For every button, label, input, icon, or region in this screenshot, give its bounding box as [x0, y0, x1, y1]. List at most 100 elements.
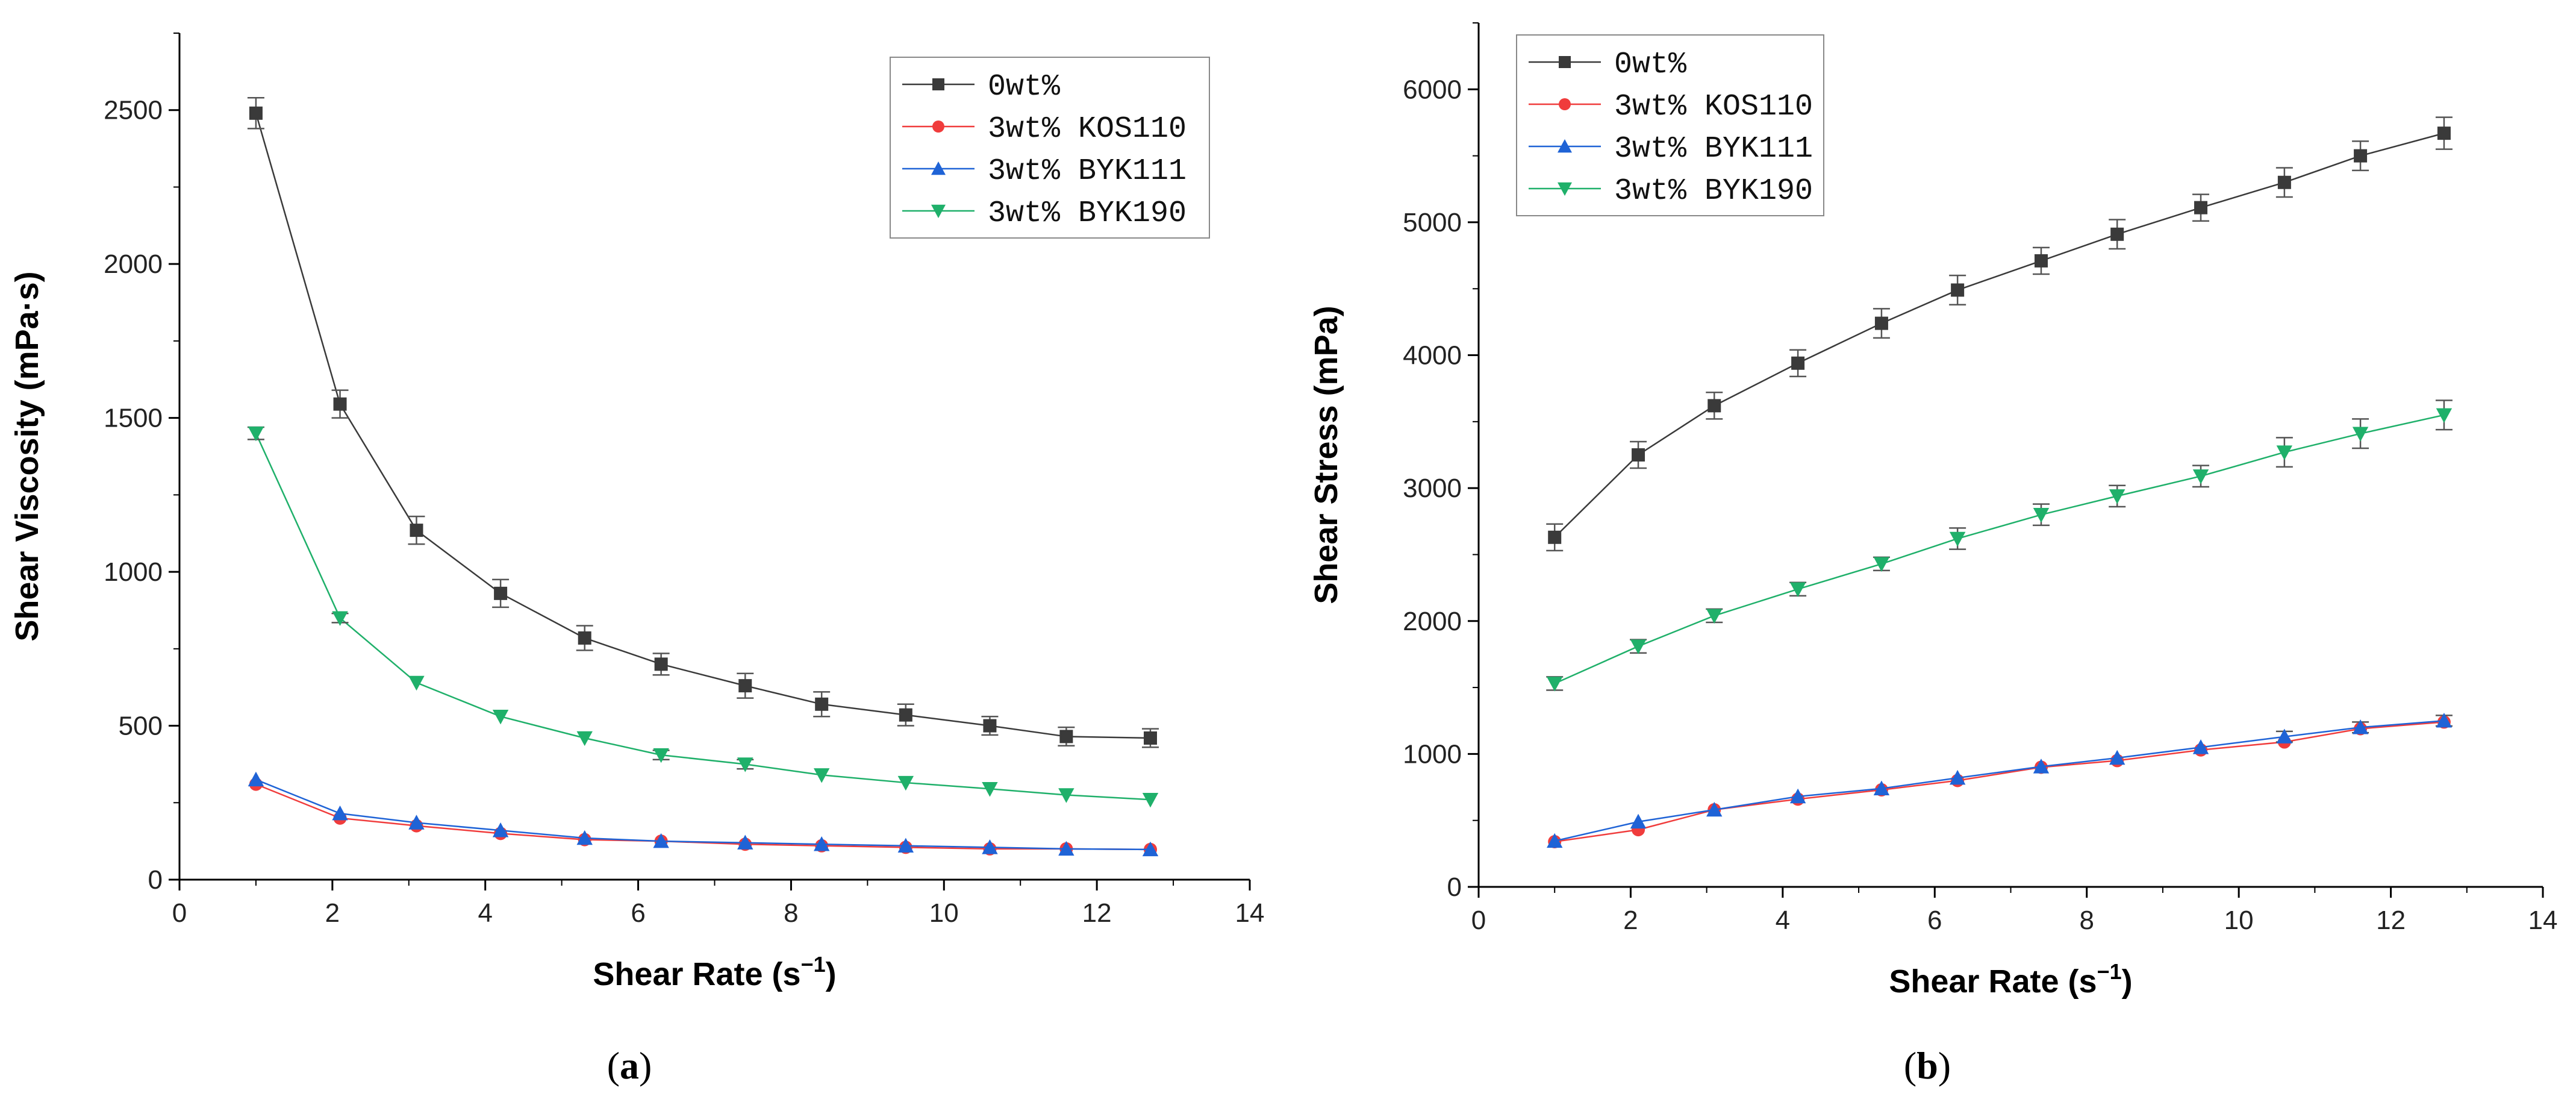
y-tick-label: 0 [148, 865, 163, 895]
series-line-3wtpct-byk190 [255, 433, 1151, 801]
x-tick-label: 6 [631, 898, 645, 928]
triangle-up-marker-icon [1558, 139, 1572, 153]
data-point-0wtpct [494, 586, 508, 600]
x-tick-label: 10 [929, 898, 959, 928]
y-tick-label: 1500 [104, 404, 163, 433]
data-point-0wtpct [1059, 730, 1073, 743]
data-point-3wtpct-byk111 [737, 834, 753, 850]
data-point-3wtpct-byk190 [814, 768, 830, 783]
data-point-3wtpct-byk190 [1142, 792, 1159, 808]
legend-label: 3wt% KOS110 [988, 112, 1187, 146]
series-line-0wtpct [1554, 132, 2445, 538]
data-point-3wtpct-byk190 [2276, 445, 2293, 460]
square-marker-icon [932, 78, 944, 90]
legend-label: 3wt% BYK190 [988, 196, 1187, 231]
data-point-0wtpct [578, 631, 591, 645]
x-tick-label: 2 [1623, 906, 1638, 935]
x-tick-label: 4 [1776, 906, 1790, 935]
data-point-3wtpct-byk190 [1630, 639, 1647, 654]
x-tick-label: 8 [784, 898, 798, 928]
data-point-3wtpct-byk190 [1706, 609, 1723, 624]
y-axis-title: Shear Stress (mPa) [1308, 305, 1344, 604]
x-tick-label: 14 [2528, 906, 2558, 935]
data-point-3wtpct-byk111 [1949, 769, 1966, 785]
y-axis-title: Shear Viscosity (mPa·s) [9, 271, 45, 641]
data-point-3wtpct-byk111 [2109, 750, 2125, 765]
y-tick-label: 5000 [1403, 208, 1462, 237]
y-tick-label: 3000 [1403, 474, 1462, 503]
data-point-3wtpct-byk190 [2109, 489, 2125, 504]
y-tick-label: 2500 [104, 96, 163, 125]
circle-marker-icon [1559, 98, 1571, 110]
x-tick-label: 6 [1927, 906, 1942, 935]
data-point-3wtpct-byk111 [2436, 713, 2453, 728]
data-point-3wtpct-byk190 [982, 782, 998, 797]
series-line-3wtpct-byk190 [1554, 414, 2445, 684]
x-tick-label: 0 [1471, 906, 1486, 935]
data-point-3wtpct-byk190 [248, 426, 264, 442]
data-point-3wtpct-byk190 [408, 675, 425, 691]
data-point-3wtpct-byk190 [2033, 508, 2050, 523]
data-point-3wtpct-byk111 [408, 815, 425, 830]
legend-item: 3wt% BYK190 [902, 196, 1187, 231]
data-point-0wtpct [815, 697, 829, 711]
data-point-0wtpct [1874, 316, 1888, 330]
panel-b-chart: 0 2 4 6 8 10 12 14 0 1000 2000 3000 4000 5000 6000 Shea… [1308, 22, 2558, 1000]
data-point-3wtpct-byk190 [2352, 427, 2369, 442]
data-point-0wtpct [2354, 149, 2368, 163]
data-point-0wtpct [2277, 175, 2291, 189]
data-point-0wtpct [333, 397, 347, 411]
legend-item: 3wt% BYK111 [1529, 132, 1813, 166]
data-point-3wtpct-byk111 [2192, 739, 2209, 754]
data-point-0wtpct [2194, 201, 2208, 214]
panel-a-chart: 0 2 4 6 8 10 12 14 0 500 1000 1500 2000 2500 Shear Rat… [9, 33, 1264, 992]
series-line-3wtpct-byk111 [1554, 719, 2445, 842]
panel-a-label: (a) [607, 1044, 652, 1087]
data-point-3wtpct-byk111 [1058, 840, 1074, 856]
data-point-3wtpct-byk190 [576, 731, 593, 746]
data-point-0wtpct [654, 657, 668, 671]
series-3wtpct-byk190 [247, 426, 1159, 808]
y-tick-label: 1000 [104, 557, 163, 587]
x-tick-label: 4 [478, 898, 492, 928]
series-line-3wtpct-byk111 [255, 778, 1151, 851]
x-tick-label: 0 [172, 898, 187, 928]
series-3wtpct-byk190 [1546, 399, 2453, 692]
data-point-3wtpct-byk190 [2192, 469, 2209, 484]
series-3wtpct-kos110 [249, 777, 1157, 856]
legend-label: 3wt% BYK190 [1614, 174, 1813, 208]
data-point-3wtpct-byk111 [576, 830, 593, 845]
data-point-3wtpct-byk111 [1789, 788, 1806, 804]
data-point-3wtpct-byk190 [1789, 582, 1806, 598]
data-point-0wtpct [1632, 448, 1645, 462]
series-line-3wtpct-kos110 [1555, 721, 2445, 843]
y-tick-label: 2000 [1403, 607, 1462, 636]
triangle-down-marker-icon [1558, 182, 1572, 196]
data-point-3wtpct-byk111 [332, 805, 348, 821]
data-point-3wtpct-byk190 [1547, 677, 1563, 692]
data-point-0wtpct [1707, 399, 1721, 413]
legend-item: 0wt% [902, 70, 1061, 104]
data-point-3wtpct-byk190 [737, 757, 753, 772]
data-point-0wtpct [1143, 731, 1157, 745]
data-point-3wtpct-byk190 [897, 775, 914, 791]
y-tick-label: 500 [119, 712, 163, 741]
data-point-3wtpct-byk111 [1873, 780, 1890, 795]
y-tick-label: 2000 [104, 249, 163, 279]
x-tick-label: 2 [325, 898, 340, 928]
data-point-3wtpct-byk190 [1058, 788, 1074, 803]
triangle-down-marker-icon [931, 204, 946, 218]
legend-item: 3wt% BYK111 [902, 154, 1187, 189]
panel-b-label: (b) [1904, 1044, 1951, 1087]
data-point-0wtpct [1951, 283, 1965, 297]
data-point-0wtpct [2437, 127, 2451, 140]
data-point-3wtpct-byk190 [1949, 531, 1966, 547]
data-point-0wtpct [1791, 356, 1805, 370]
legend: 0wt% 3wt% KOS110 3wt% BYK111 3wt% BYK190 [890, 57, 1210, 239]
data-point-0wtpct [410, 524, 423, 537]
data-point-3wtpct-byk111 [2276, 728, 2293, 743]
x-tick-label: 10 [2224, 906, 2254, 935]
series-3wtpct-kos110 [1548, 715, 2451, 848]
data-point-3wtpct-byk111 [1706, 801, 1723, 817]
